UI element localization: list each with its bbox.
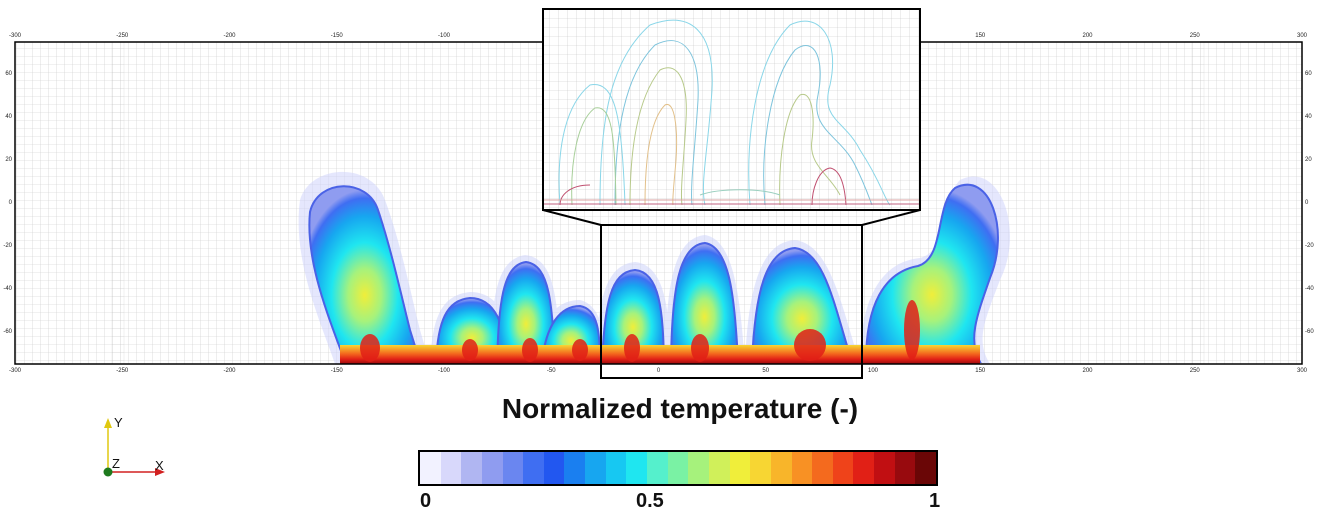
y-tick-label: -20 — [3, 243, 12, 249]
inset-frame — [542, 8, 921, 211]
inset-panel — [542, 8, 921, 211]
y-tick-label: 40 — [5, 114, 12, 120]
zoom-box — [600, 224, 863, 379]
x-tick-label: -300 — [9, 368, 22, 374]
plume-5 — [600, 268, 666, 363]
x-tick-label: 300 — [1297, 33, 1308, 39]
x-tick-label: 250 — [1190, 368, 1201, 374]
colorbar-swatch — [481, 452, 503, 484]
y-tick-label: -40 — [3, 286, 12, 292]
x-tick-label: -150 — [331, 33, 344, 39]
colorbar-swatch — [605, 452, 627, 484]
x-tick-label: -150 — [331, 368, 344, 374]
colorbar-swatch — [502, 452, 524, 484]
y-tick-label: 20 — [1305, 157, 1312, 163]
z-axis-dot-icon — [103, 467, 113, 477]
colorbar-swatch — [461, 452, 482, 484]
zoom-line-right — [861, 209, 921, 226]
y-tick-label: 60 — [1305, 71, 1312, 77]
y-tick-label: 40 — [1305, 114, 1312, 120]
x-tick-label: -100 — [438, 368, 451, 374]
hot-bottom-layer — [340, 345, 980, 364]
colorbar-swatch — [667, 452, 689, 484]
colorbar-swatch — [626, 452, 648, 484]
colorbar-swatch — [729, 452, 751, 484]
hot-cores — [360, 300, 920, 362]
colorbar-swatch — [688, 452, 709, 484]
y-axis-arrow-icon — [104, 418, 112, 428]
colorbar-swatch — [812, 452, 833, 484]
x-tick-label: 150 — [975, 33, 986, 39]
legend-title: Normalized temperature (-) — [501, 393, 859, 424]
axes-orientation-glyph: Y Z X — [103, 415, 165, 477]
temperature-field — [298, 171, 1011, 364]
x-tick-label: 150 — [975, 368, 986, 374]
x-ticks-bottom: -300 -250 -200 -150 -100 -50 0 50 100 150 200 250 30… — [9, 368, 1308, 374]
x-tick-label: -250 — [116, 33, 129, 39]
colorbar-max-label: 1 — [929, 490, 941, 512]
x-ticks-top: -300 -250 -200 -150 -100 150 200 250 300 — [9, 33, 1308, 39]
colorbar-swatch — [543, 452, 565, 484]
x-tick-label: -300 — [9, 33, 22, 39]
plume-right — [864, 183, 999, 363]
x-tick-label: 50 — [762, 368, 769, 374]
plume-left — [308, 185, 422, 363]
z-axis-label: Z — [112, 456, 120, 471]
colorbar-mid-label: 0.5 — [636, 490, 664, 512]
colorbar-swatch — [853, 452, 875, 484]
x-axis-label: X — [155, 458, 164, 473]
x-tick-label: -200 — [223, 368, 236, 374]
x-tick-label: 200 — [1082, 33, 1093, 39]
x-tick-label: 250 — [1190, 33, 1201, 39]
y-tick-label: -40 — [1305, 286, 1314, 292]
plume-7 — [750, 246, 854, 363]
colorbar-swatch — [770, 452, 792, 484]
colorbar — [418, 450, 938, 486]
colorbar-swatch — [523, 452, 544, 484]
y-tick-label: -20 — [1305, 243, 1314, 249]
inset-contours — [544, 19, 920, 206]
y-tick-label: 20 — [5, 157, 12, 163]
y-ticks-right: 60 40 20 0 -20 -40 -60 — [1305, 71, 1314, 335]
colorbar-swatch — [894, 452, 916, 484]
plume-6 — [669, 241, 740, 363]
colorbar-swatch — [708, 452, 730, 484]
x-axis-arrow-icon — [155, 468, 165, 476]
y-ticks-left: 60 40 20 0 -20 -40 -60 — [3, 71, 12, 335]
colorbar-swatch — [585, 452, 606, 484]
colorbar-swatch — [564, 452, 586, 484]
y-tick-label: 60 — [5, 71, 12, 77]
x-tick-label: 300 — [1297, 368, 1308, 374]
colorbar-swatch — [420, 452, 441, 484]
x-tick-label: -250 — [116, 368, 129, 374]
y-axis-label: Y — [114, 415, 123, 430]
x-tick-label: 100 — [868, 368, 879, 374]
colorbar-swatch — [832, 452, 854, 484]
colorbar-swatch — [440, 452, 462, 484]
zoom-indicator — [542, 209, 921, 379]
colorbar-swatch — [647, 452, 668, 484]
x-tick-label: -50 — [547, 368, 556, 374]
colorbar-swatch — [791, 452, 813, 484]
y-tick-label: -60 — [1305, 329, 1314, 335]
y-tick-label: -60 — [3, 329, 12, 335]
colorbar-swatch — [750, 452, 771, 484]
x-tick-label: -200 — [223, 33, 236, 39]
mesh-refinement — [111, 41, 1205, 365]
colorbar-swatch — [915, 452, 937, 484]
y-tick-label: 0 — [1305, 200, 1309, 206]
x-tick-label: -100 — [438, 33, 451, 39]
colorbar-min-label: 0 — [420, 490, 432, 512]
x-tick-label: 200 — [1082, 368, 1093, 374]
zoom-line-left — [542, 209, 602, 226]
colorbar-swatch — [874, 452, 895, 484]
y-tick-label: 0 — [9, 200, 13, 206]
x-tick-label: 0 — [657, 368, 661, 374]
